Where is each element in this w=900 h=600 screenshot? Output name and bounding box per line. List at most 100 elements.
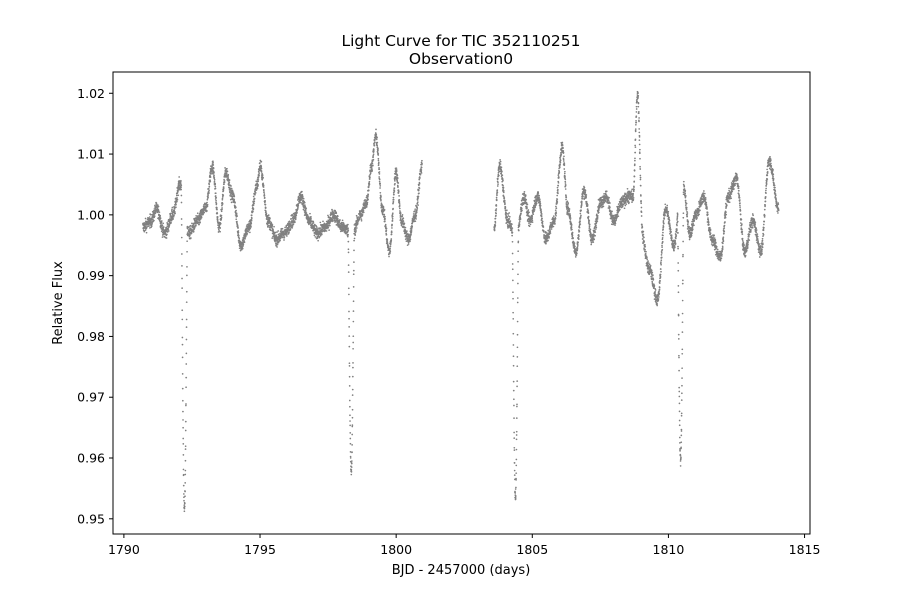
data-point: [502, 186, 505, 189]
data-point: [580, 209, 582, 212]
data-point: [638, 128, 641, 130]
data-point: [500, 166, 503, 169]
data-point: [605, 190, 608, 193]
data-point: [580, 214, 582, 217]
data-point: [258, 172, 261, 174]
data-point: [185, 386, 187, 389]
data-point: [349, 424, 351, 427]
data-point: [562, 147, 564, 149]
data-point: [383, 214, 386, 216]
data-point: [219, 222, 222, 225]
data-point: [272, 229, 274, 231]
data-point: [153, 215, 156, 217]
data-point: [181, 277, 183, 280]
data-point: [213, 174, 215, 177]
data-point: [191, 222, 193, 225]
data-point: [184, 429, 187, 432]
data-point: [214, 192, 217, 195]
data-point: [515, 458, 518, 461]
data-point: [378, 176, 381, 178]
data-point: [528, 222, 530, 225]
data-point: [271, 224, 274, 226]
data-point: [183, 507, 186, 510]
data-point: [561, 141, 564, 144]
data-point: [502, 179, 504, 182]
data-point: [639, 168, 642, 170]
data-point: [262, 176, 264, 179]
data-point: [351, 451, 353, 453]
data-point: [597, 211, 600, 214]
data-point: [372, 156, 374, 159]
data-point: [632, 190, 635, 193]
data-point: [557, 184, 559, 187]
data-point: [190, 232, 193, 235]
data-point: [587, 212, 590, 214]
data-point: [608, 196, 610, 199]
data-point: [237, 234, 240, 237]
data-point: [658, 282, 661, 284]
data-point: [414, 220, 417, 223]
data-point: [639, 148, 641, 151]
data-point: [346, 235, 349, 238]
data-point: [230, 185, 232, 187]
data-point: [214, 195, 217, 197]
data-point: [531, 219, 534, 222]
data-point: [181, 318, 184, 321]
data-point: [304, 210, 307, 212]
data-point: [216, 219, 219, 221]
data-point: [277, 230, 280, 232]
data-point: [398, 207, 401, 210]
data-point: [349, 420, 351, 422]
data-point: [235, 206, 237, 209]
data-point: [257, 184, 259, 187]
data-point: [392, 196, 395, 199]
data-point: [211, 171, 213, 173]
data-point: [371, 162, 374, 165]
data-point: [346, 225, 349, 227]
data-point: [376, 141, 379, 144]
data-point: [662, 228, 665, 231]
data-point: [662, 234, 664, 237]
data-point: [658, 292, 661, 295]
data-point: [377, 157, 380, 160]
data-point: [419, 177, 421, 179]
data-point: [511, 263, 514, 265]
data-point: [513, 474, 516, 476]
data-point: [512, 344, 515, 346]
data-point: [180, 236, 183, 239]
data-point: [351, 424, 354, 426]
data-point: [159, 216, 161, 218]
data-point: [207, 196, 209, 199]
data-point: [348, 375, 351, 378]
data-point: [348, 385, 351, 387]
data-point: [393, 193, 395, 196]
data-point: [508, 212, 511, 214]
data-point: [144, 217, 147, 220]
data-points: [142, 90, 780, 513]
data-point: [588, 225, 591, 228]
data-point: [379, 187, 381, 189]
data-point: [271, 237, 274, 239]
data-point: [396, 174, 399, 177]
data-point: [274, 231, 277, 234]
data-point: [180, 218, 183, 220]
data-point: [516, 385, 518, 388]
data-point: [512, 311, 514, 314]
data-point: [250, 222, 253, 225]
data-point: [647, 260, 649, 263]
data-point: [569, 213, 571, 215]
data-point: [502, 185, 505, 187]
data-point: [660, 259, 663, 262]
data-point: [160, 230, 163, 233]
data-point: [638, 120, 640, 123]
data-point: [235, 212, 238, 215]
data-point: [520, 207, 523, 210]
data-point: [341, 219, 344, 222]
data-point: [172, 218, 174, 220]
data-point: [654, 293, 657, 296]
data-point: [411, 225, 414, 228]
data-point: [219, 227, 222, 229]
data-point: [609, 202, 611, 204]
data-point: [354, 234, 357, 236]
data-point: [276, 231, 278, 233]
